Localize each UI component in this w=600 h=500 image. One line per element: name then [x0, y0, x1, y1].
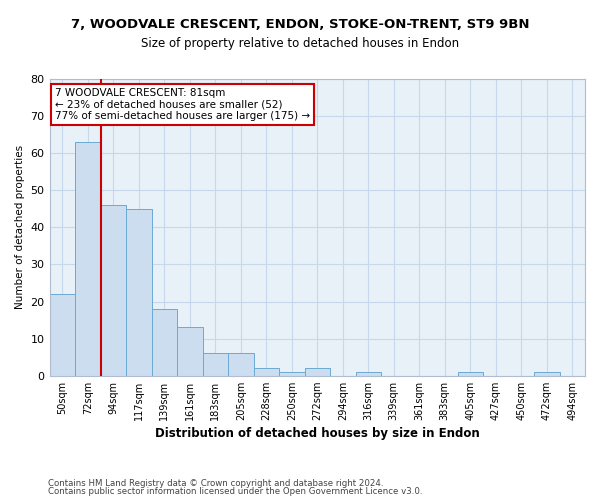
Bar	[228, 354, 254, 376]
Bar	[177, 328, 203, 376]
Bar	[279, 372, 305, 376]
Bar	[305, 368, 330, 376]
Text: 7, WOODVALE CRESCENT, ENDON, STOKE-ON-TRENT, ST9 9BN: 7, WOODVALE CRESCENT, ENDON, STOKE-ON-TR…	[71, 18, 529, 30]
Bar	[254, 368, 279, 376]
Text: Contains public sector information licensed under the Open Government Licence v3: Contains public sector information licen…	[48, 487, 422, 496]
Bar	[101, 205, 126, 376]
Bar	[126, 209, 152, 376]
Bar	[203, 354, 228, 376]
Bar	[534, 372, 560, 376]
X-axis label: Distribution of detached houses by size in Endon: Distribution of detached houses by size …	[155, 427, 479, 440]
Text: 7 WOODVALE CRESCENT: 81sqm
← 23% of detached houses are smaller (52)
77% of semi: 7 WOODVALE CRESCENT: 81sqm ← 23% of deta…	[55, 88, 310, 121]
Text: Contains HM Land Registry data © Crown copyright and database right 2024.: Contains HM Land Registry data © Crown c…	[48, 478, 383, 488]
Bar	[50, 294, 75, 376]
Bar	[458, 372, 483, 376]
Bar	[75, 142, 101, 376]
Y-axis label: Number of detached properties: Number of detached properties	[15, 146, 25, 310]
Text: Size of property relative to detached houses in Endon: Size of property relative to detached ho…	[141, 38, 459, 51]
Bar	[152, 309, 177, 376]
Bar	[356, 372, 381, 376]
